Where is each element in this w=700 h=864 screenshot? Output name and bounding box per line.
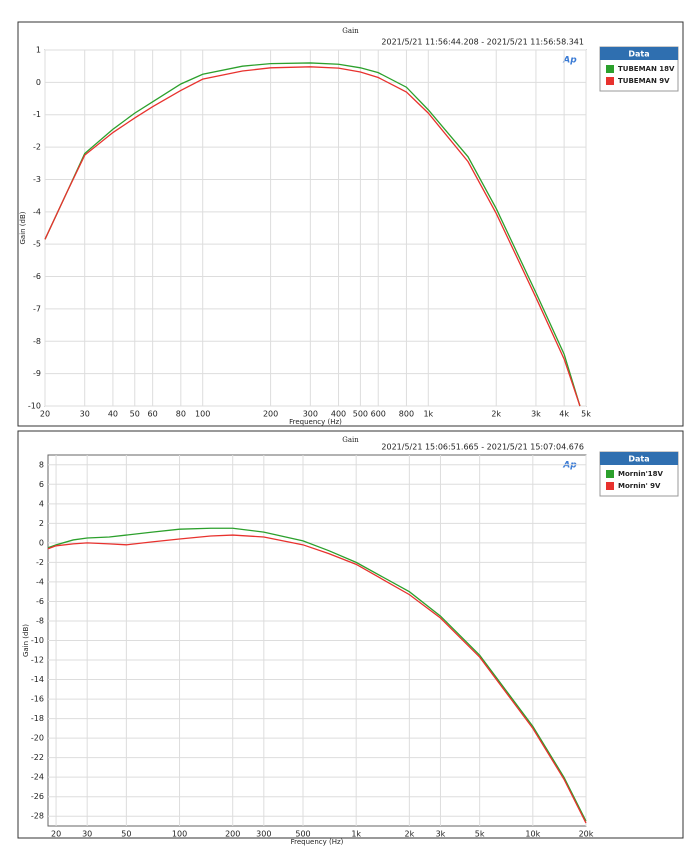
y-axis-label: Gain (dB) — [22, 624, 30, 657]
legend-header — [600, 452, 678, 465]
y-tick-label: -5 — [33, 240, 41, 249]
legend-header — [600, 47, 678, 60]
x-tick-label: 500 — [353, 410, 368, 419]
legend-title: Data — [628, 50, 649, 59]
x-tick-label: 200 — [263, 410, 278, 419]
x-tick-label: 30 — [80, 410, 90, 419]
x-tick-label: 500 — [295, 830, 310, 839]
x-tick-label: 80 — [176, 410, 186, 419]
series-line — [44, 66, 581, 407]
legend-label: Mornin'18V — [618, 470, 663, 478]
x-tick-label: 4k — [559, 410, 569, 419]
y-tick-label: -8 — [36, 616, 44, 625]
y-tick-label: 4 — [39, 499, 44, 508]
series-line — [44, 62, 581, 407]
y-tick-label: -2 — [33, 143, 41, 152]
x-tick-label: 100 — [195, 410, 210, 419]
y-tick-label: -2 — [36, 558, 44, 567]
x-tick-label: 20 — [40, 410, 50, 419]
legend-swatch — [606, 65, 614, 73]
y-tick-label: -24 — [31, 773, 44, 782]
legend-swatch — [606, 482, 614, 490]
x-tick-label: 200 — [225, 830, 240, 839]
y-tick-label: -20 — [31, 734, 44, 743]
x-tick-label: 1k — [423, 410, 433, 419]
y-tick-label: 0 — [39, 538, 44, 547]
y-axis-label: Gain (dB) — [19, 211, 27, 244]
y-tick-label: -6 — [36, 597, 44, 606]
x-tick-label: 60 — [148, 410, 158, 419]
series-line — [47, 534, 587, 824]
legend-label: TUBEMAN 9V — [618, 77, 670, 85]
y-tick-label: -10 — [31, 636, 44, 645]
chart-title: Gain — [342, 436, 359, 444]
x-tick-label: 2k — [404, 830, 414, 839]
x-tick-label: 30 — [82, 830, 92, 839]
chart-panel: Gain 2021/5/21 11:56:44.208 - 2021/5/21 1… — [17, 21, 684, 427]
x-axis-label: Frequency (Hz) — [289, 418, 342, 426]
x-tick-label: 20 — [51, 830, 61, 839]
legend-swatch — [606, 470, 614, 478]
y-tick-label: 6 — [39, 480, 44, 489]
y-tick-label: 2 — [39, 519, 44, 528]
legend-swatch — [606, 77, 614, 85]
x-tick-label: 10k — [525, 830, 540, 839]
y-tick-label: -7 — [33, 304, 41, 313]
y-tick-label: -26 — [31, 792, 44, 801]
y-tick-label: 1 — [36, 46, 41, 55]
x-tick-label: 40 — [108, 410, 118, 419]
logo: Ap — [562, 461, 577, 471]
y-tick-label: -3 — [33, 175, 41, 184]
x-axis-label: Frequency (Hz) — [291, 838, 344, 846]
logo: Ap — [562, 56, 577, 66]
chart-subtitle: 2021/5/21 15:06:51.665 - 2021/5/21 15:07… — [381, 443, 584, 452]
x-tick-label: 800 — [399, 410, 414, 419]
y-tick-label: -12 — [31, 656, 44, 665]
x-tick-label: 300 — [256, 830, 271, 839]
chart-subtitle: 2021/5/21 11:56:44.208 - 2021/5/21 11:56… — [381, 38, 584, 47]
x-tick-label: 1k — [351, 830, 361, 839]
y-tick-label: -18 — [31, 714, 44, 723]
series-line — [47, 527, 587, 822]
x-tick-label: 20k — [579, 830, 594, 839]
legend-label: Mornin' 9V — [618, 482, 661, 490]
x-tick-label: 600 — [371, 410, 386, 419]
chart-title: Gain — [342, 27, 359, 35]
y-tick-label: 0 — [36, 78, 41, 87]
x-tick-label: 3k — [436, 830, 446, 839]
y-tick-label: -8 — [33, 337, 41, 346]
legend-label: TUBEMAN 18V — [618, 65, 675, 73]
x-tick-label: 300 — [303, 410, 318, 419]
y-tick-label: -1 — [33, 110, 41, 119]
x-tick-label: 5k — [581, 410, 591, 419]
x-tick-label: 50 — [121, 830, 131, 839]
y-tick-label: -14 — [31, 675, 44, 684]
y-tick-label: -4 — [36, 577, 44, 586]
y-tick-label: -4 — [33, 207, 41, 216]
y-tick-label: -16 — [31, 695, 44, 704]
x-tick-label: 400 — [331, 410, 346, 419]
x-tick-label: 5k — [475, 830, 485, 839]
legend-title: Data — [628, 455, 649, 464]
y-tick-label: -28 — [31, 812, 44, 821]
y-tick-label: -9 — [33, 369, 41, 378]
x-tick-label: 2k — [491, 410, 501, 419]
y-tick-label: -6 — [33, 272, 41, 281]
y-tick-label: 8 — [39, 460, 44, 469]
chart-panel: Gain 2021/5/21 15:06:51.665 - 2021/5/21 1… — [17, 430, 684, 846]
y-tick-label: -10 — [28, 402, 41, 411]
x-tick-label: 50 — [130, 410, 140, 419]
x-tick-label: 3k — [531, 410, 541, 419]
x-tick-label: 100 — [172, 830, 187, 839]
y-tick-label: -22 — [31, 753, 44, 762]
